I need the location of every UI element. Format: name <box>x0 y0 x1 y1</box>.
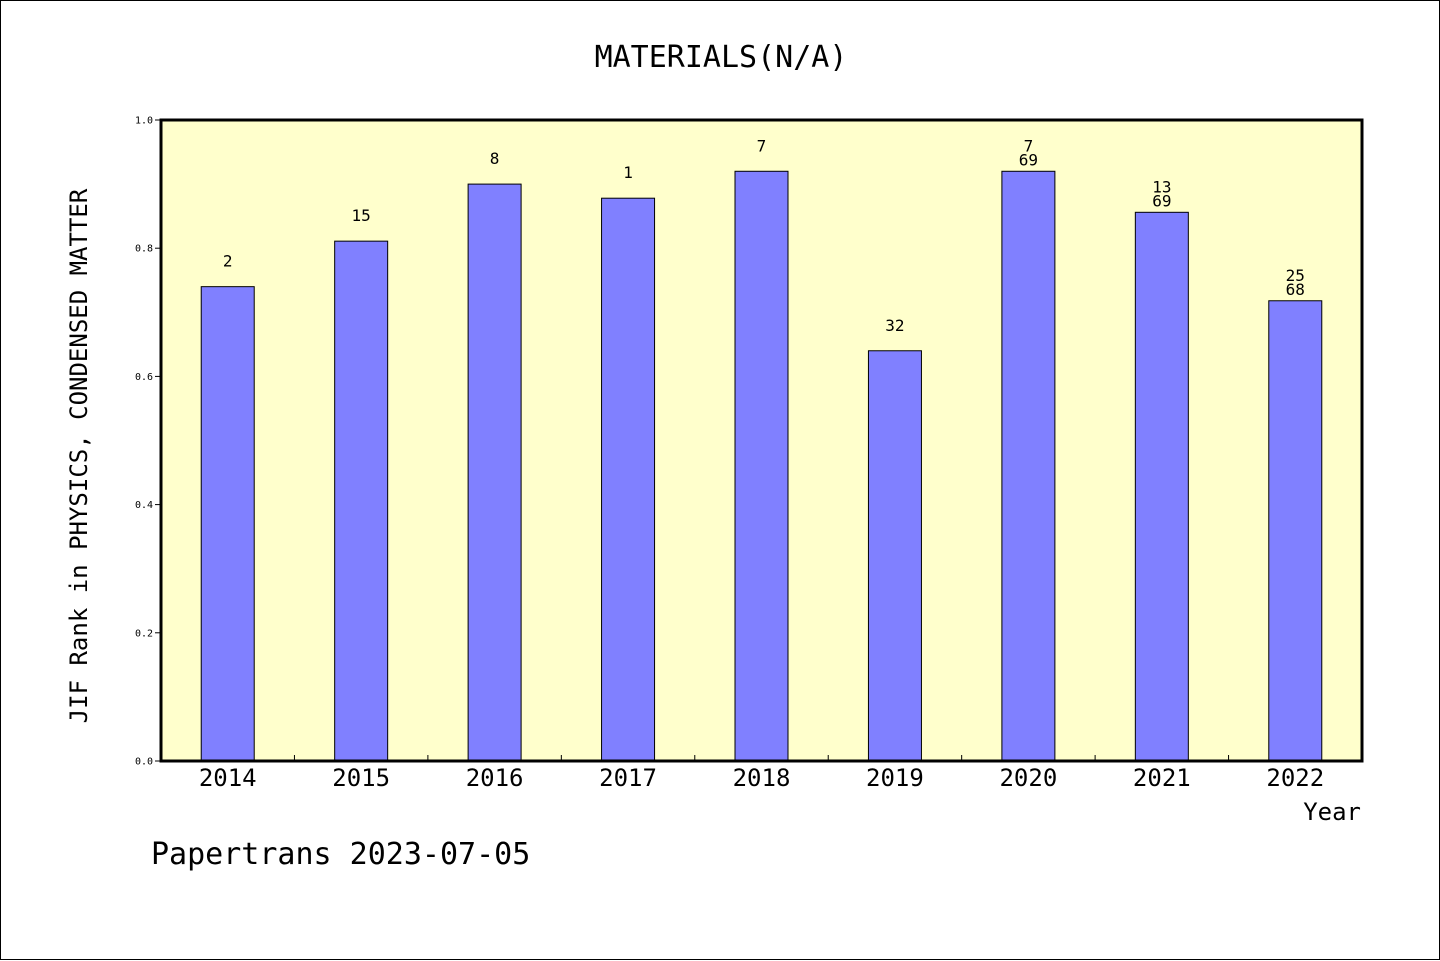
y-tick-label: 0.4 <box>135 500 153 511</box>
bar-label: 68 <box>1286 280 1305 299</box>
y-axis: 0.0 0.2 0.4 0.6 0.8 1.0 <box>135 116 161 768</box>
x-tick-label: 2018 <box>733 764 791 792</box>
x-tick-label: 2017 <box>599 764 657 792</box>
x-axis-label: Year <box>1303 798 1361 826</box>
bar-label: 32 <box>885 316 904 335</box>
bar <box>467 183 522 762</box>
bar-label: 7 <box>757 136 767 155</box>
bar-label: 1 <box>623 163 633 182</box>
bar-label: 69 <box>1152 191 1171 210</box>
bar <box>200 286 255 762</box>
bar-label: 25 <box>1286 266 1305 285</box>
footer-text: Papertrans 2023-07-05 <box>151 837 530 872</box>
bar <box>734 170 789 762</box>
x-tick-label: 2014 <box>199 764 257 792</box>
x-tick-label: 2019 <box>866 764 924 792</box>
chart-title: MATERIALS(N/A) <box>595 40 848 75</box>
bar-label: 2 <box>223 252 233 271</box>
bar <box>1001 170 1056 762</box>
x-axis: 2014 2015 2016 2017 2018 2019 2020 2021 2022 <box>199 755 1324 792</box>
y-axis-label: JIF Rank in PHYSICS, CONDENSED MATTER <box>65 188 93 723</box>
bar <box>867 350 922 762</box>
bar-label: 15 <box>352 206 371 225</box>
y-tick-label: 1.0 <box>135 116 153 127</box>
bar <box>1268 300 1323 762</box>
bar <box>334 240 389 762</box>
x-tick-label: 2015 <box>332 764 390 792</box>
bar-label: 8 <box>490 149 500 168</box>
plot-border <box>159 118 1364 763</box>
y-tick-label: 0.2 <box>135 628 153 639</box>
bar-label: 69 <box>1019 150 1038 169</box>
bar <box>1134 211 1189 762</box>
y-tick-label: 0.6 <box>135 372 153 383</box>
x-tick-label: 2020 <box>999 764 1057 792</box>
bar <box>601 197 656 762</box>
y-tick-label: 0.8 <box>135 244 153 255</box>
bar-label: 7 <box>1024 136 1034 155</box>
x-tick-label: 2016 <box>466 764 524 792</box>
y-tick-label: 0.0 <box>135 757 153 768</box>
x-tick-label: 2022 <box>1266 764 1324 792</box>
x-tick-label: 2021 <box>1133 764 1191 792</box>
bar-label: 13 <box>1152 177 1171 196</box>
